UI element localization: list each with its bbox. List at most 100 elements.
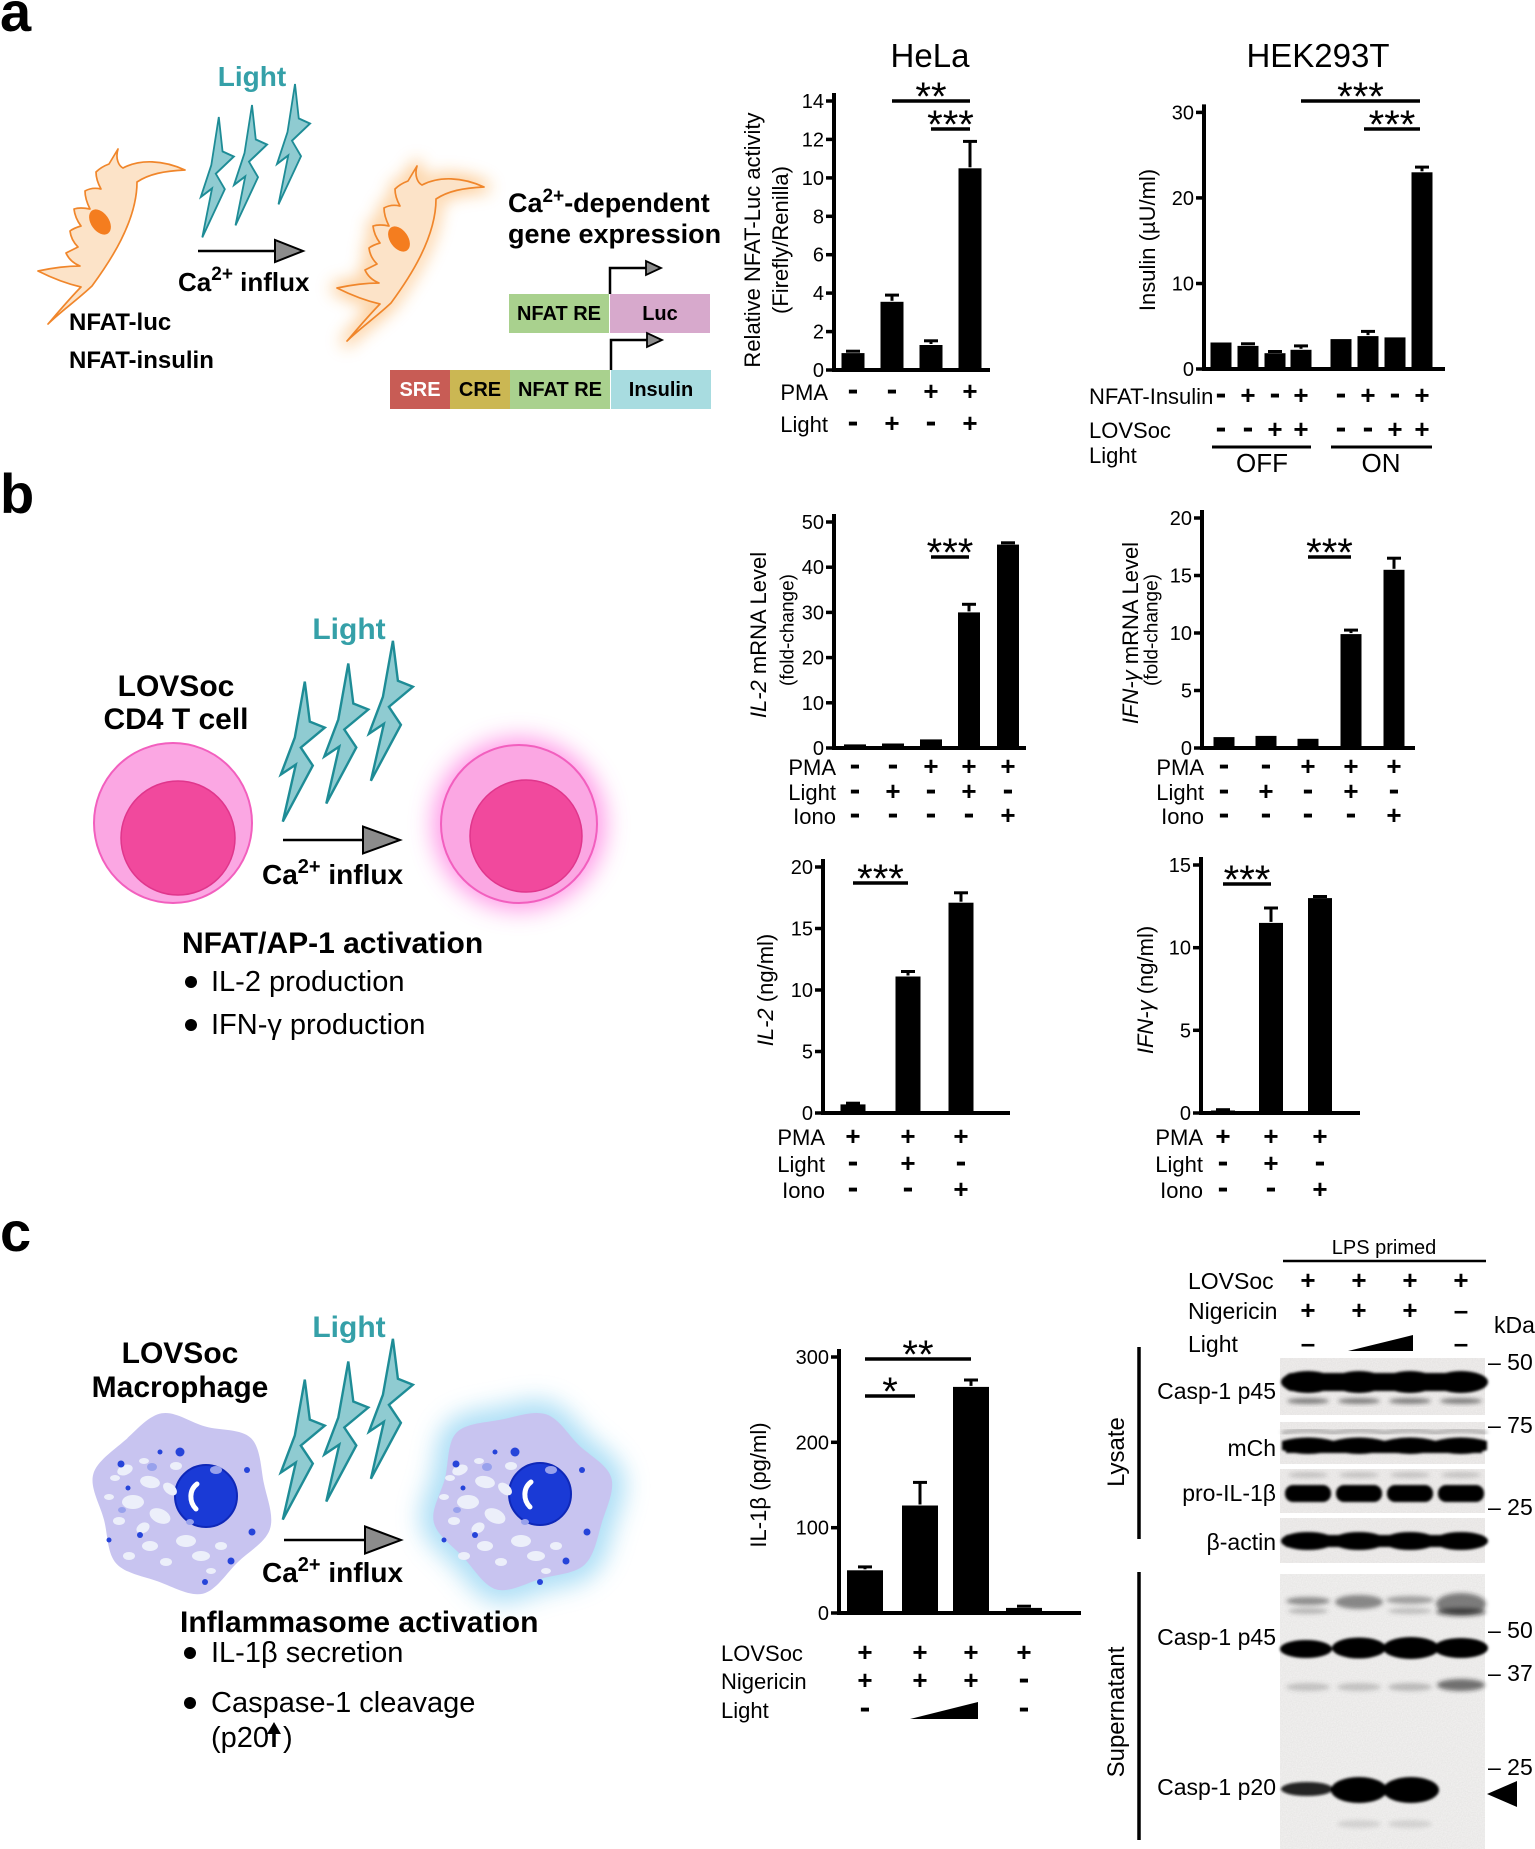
- svg-text:+: +: [885, 776, 900, 806]
- svg-text:-: -: [926, 771, 937, 807]
- svg-text:15: 15: [791, 919, 813, 941]
- svg-text:LPS primed: LPS primed: [1332, 1237, 1437, 1259]
- svg-text:-: -: [1261, 746, 1272, 782]
- svg-text:0: 0: [813, 738, 824, 760]
- svg-text:+: +: [1414, 414, 1429, 444]
- svg-text:Light: Light: [777, 1152, 825, 1177]
- svg-text:IL-1β (pg/ml): IL-1β (pg/ml): [746, 1422, 771, 1547]
- svg-text:+: +: [900, 1148, 915, 1178]
- svg-text:0: 0: [818, 1603, 829, 1625]
- svg-text:10: 10: [791, 980, 813, 1002]
- svg-text:+: +: [1387, 414, 1402, 444]
- svg-text:Insulin: Insulin: [629, 379, 693, 401]
- svg-text:kDa: kDa: [1494, 1312, 1535, 1338]
- svg-text:+: +: [953, 1174, 968, 1204]
- svg-text:gene expression: gene expression: [508, 219, 721, 249]
- svg-text:50: 50: [802, 512, 824, 534]
- svg-text:Casp-1 p45: Casp-1 p45: [1157, 1378, 1276, 1404]
- svg-text:10: 10: [802, 168, 824, 190]
- svg-text:+: +: [953, 1121, 968, 1151]
- svg-text:***: ***: [857, 857, 904, 901]
- svg-text:30: 30: [802, 602, 824, 624]
- svg-text:+: +: [1351, 1265, 1366, 1295]
- svg-text:–: –: [1454, 1295, 1468, 1325]
- svg-text:+: +: [1300, 1295, 1315, 1325]
- svg-text:+: +: [1402, 1265, 1417, 1295]
- svg-text:-: -: [1218, 1143, 1229, 1179]
- svg-text:NFAT-insulin: NFAT-insulin: [69, 347, 214, 374]
- svg-text:NFAT RE: NFAT RE: [518, 379, 602, 401]
- svg-text:c: c: [0, 1200, 31, 1263]
- svg-text:10: 10: [802, 693, 824, 715]
- svg-text:14: 14: [802, 91, 824, 113]
- svg-text:+: +: [1343, 751, 1358, 781]
- svg-text:-: -: [1219, 771, 1230, 807]
- svg-text:-: -: [888, 746, 899, 782]
- svg-text:-: -: [1266, 1169, 1277, 1205]
- svg-text:+: +: [884, 408, 899, 438]
- svg-text:–: –: [1301, 1328, 1315, 1358]
- svg-text:NFAT-Insulin: NFAT-Insulin: [1089, 384, 1213, 409]
- svg-text:PMA: PMA: [777, 1125, 825, 1150]
- svg-text:-: -: [1019, 1660, 1030, 1696]
- svg-text:PMA: PMA: [788, 755, 836, 780]
- svg-text:Supernatant: Supernatant: [1103, 1646, 1130, 1777]
- svg-text:-: -: [1219, 746, 1230, 782]
- svg-text:+: +: [962, 408, 977, 438]
- svg-text:– 50: – 50: [1488, 1617, 1533, 1643]
- svg-text:– 75: – 75: [1488, 1412, 1533, 1438]
- svg-text:+: +: [961, 751, 976, 781]
- svg-text:+: +: [857, 1665, 872, 1695]
- svg-text:10: 10: [1172, 274, 1194, 296]
- svg-text:HeLa: HeLa: [891, 37, 971, 74]
- svg-text:***: ***: [1306, 531, 1353, 575]
- svg-text:NFAT/AP-1 activation: NFAT/AP-1 activation: [182, 927, 483, 960]
- svg-text:Light: Light: [218, 61, 286, 92]
- svg-text:+: +: [1258, 776, 1273, 806]
- svg-text:-: -: [1019, 1689, 1030, 1725]
- svg-text:10: 10: [1169, 938, 1191, 960]
- svg-text:+: +: [1300, 751, 1315, 781]
- svg-text:0: 0: [813, 360, 824, 382]
- svg-text:(p20: (p20: [211, 1722, 269, 1754]
- svg-text:Light: Light: [1155, 1152, 1203, 1177]
- svg-text:Light: Light: [1188, 1331, 1238, 1357]
- svg-text:***: ***: [1337, 75, 1384, 119]
- svg-text:Casp-1 p45: Casp-1 p45: [1157, 1624, 1276, 1650]
- svg-text:-: -: [956, 1143, 967, 1179]
- svg-text:10: 10: [1170, 623, 1192, 645]
- svg-text:+: +: [912, 1665, 927, 1695]
- svg-text:OFF: OFF: [1236, 448, 1288, 478]
- svg-text:+: +: [1263, 1148, 1278, 1178]
- svg-text:+: +: [1343, 776, 1358, 806]
- svg-text:+: +: [1267, 414, 1282, 444]
- svg-text:ON: ON: [1362, 448, 1401, 478]
- svg-text:Luc: Luc: [642, 303, 678, 325]
- svg-text:+: +: [845, 1121, 860, 1151]
- svg-text:20: 20: [1170, 508, 1192, 530]
- svg-text:+: +: [923, 751, 938, 781]
- svg-text:-: -: [1303, 771, 1314, 807]
- svg-text:-: -: [848, 403, 859, 439]
- svg-text:-: -: [1216, 409, 1227, 445]
- svg-text:IFN-γ (ng/ml): IFN-γ (ng/ml): [1133, 926, 1158, 1054]
- svg-text:+: +: [1300, 1265, 1315, 1295]
- svg-text:-: -: [1389, 771, 1400, 807]
- svg-text:**: **: [902, 1333, 933, 1377]
- svg-text:IL-2 (ng/ml): IL-2 (ng/ml): [753, 934, 778, 1046]
- svg-text:LOVSoc: LOVSoc: [721, 1641, 803, 1666]
- svg-text:-: -: [850, 771, 861, 807]
- svg-text:+: +: [1360, 380, 1375, 410]
- svg-text:Casp-1 p20: Casp-1 p20: [1157, 1774, 1276, 1800]
- svg-text:-: -: [1243, 409, 1254, 445]
- svg-text:Nigericin: Nigericin: [1188, 1298, 1277, 1324]
- svg-text:LOVSoc: LOVSoc: [1089, 418, 1171, 443]
- svg-text:Light: Light: [788, 780, 836, 805]
- svg-text:0: 0: [1181, 738, 1192, 760]
- svg-text:-: -: [1346, 795, 1357, 831]
- svg-text:20: 20: [791, 857, 813, 879]
- svg-text:a: a: [0, 0, 32, 43]
- svg-text:+: +: [900, 1121, 915, 1151]
- svg-text:0: 0: [1183, 359, 1194, 381]
- svg-text:SRE: SRE: [399, 379, 440, 401]
